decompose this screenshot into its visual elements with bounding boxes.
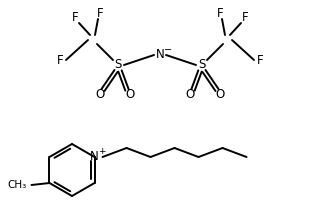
Text: N: N bbox=[90, 150, 99, 164]
Text: F: F bbox=[97, 7, 103, 20]
Text: F: F bbox=[72, 12, 78, 24]
Text: CH₃: CH₃ bbox=[7, 180, 27, 190]
Text: F: F bbox=[217, 7, 223, 20]
Text: S: S bbox=[198, 58, 206, 72]
Text: F: F bbox=[257, 53, 263, 66]
Text: F: F bbox=[242, 12, 248, 24]
Text: N: N bbox=[156, 48, 164, 61]
Text: O: O bbox=[185, 89, 195, 102]
Text: O: O bbox=[95, 89, 105, 102]
Text: O: O bbox=[125, 89, 135, 102]
Text: −: − bbox=[164, 45, 172, 55]
Text: S: S bbox=[114, 58, 122, 72]
Text: +: + bbox=[98, 148, 105, 157]
Text: O: O bbox=[215, 89, 225, 102]
Text: F: F bbox=[57, 53, 63, 66]
